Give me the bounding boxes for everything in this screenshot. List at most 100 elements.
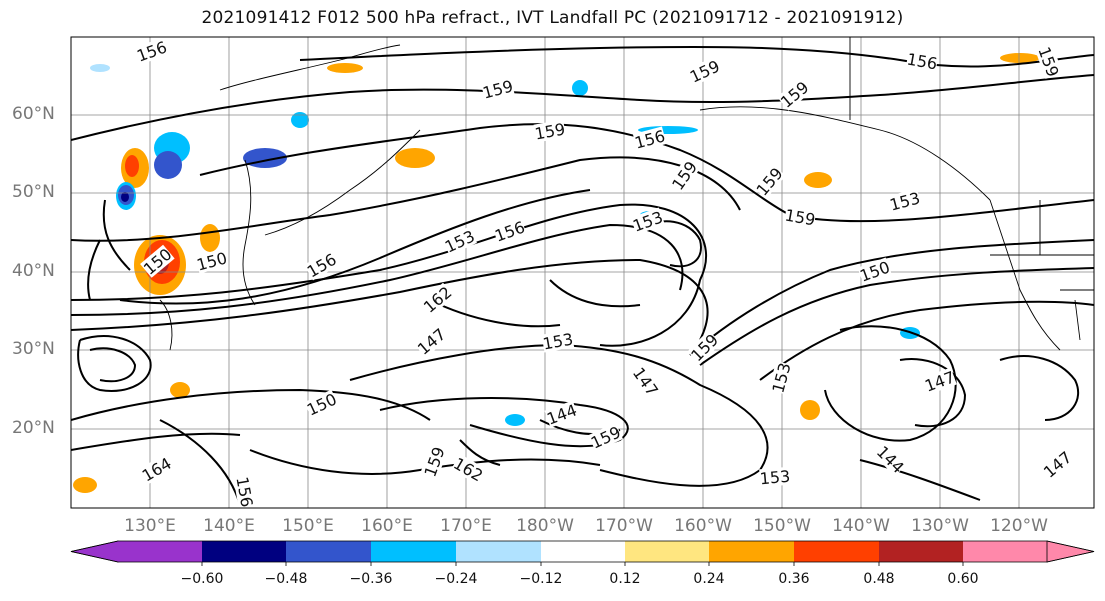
- contour-label-background: [759, 466, 791, 488]
- contour-line: [824, 325, 957, 442]
- contour-line: [71, 388, 431, 421]
- contour-line: [119, 189, 591, 305]
- shade-patch: [395, 148, 435, 168]
- contour-label-background: [420, 282, 455, 316]
- contour-label-background: [492, 217, 527, 245]
- colorbar-tick-label: 0.36: [778, 571, 810, 587]
- colorbar-arrow-left: [70, 540, 119, 563]
- colorbar-segment: [541, 541, 625, 562]
- contour-label-background: [668, 157, 701, 193]
- contour-label-background: [533, 119, 567, 143]
- contour-label: 153: [759, 467, 791, 489]
- colorbar-tick-label: 0.24: [693, 571, 725, 587]
- longitude-label: 160°E: [361, 516, 413, 536]
- coastline: [264, 129, 421, 236]
- colorbar-segment: [625, 541, 709, 562]
- contour-line: [102, 199, 131, 271]
- map-title: 2021091412 F012 500 hPa refract., IVT La…: [201, 8, 904, 28]
- shade-patch: [505, 414, 525, 426]
- coastline-layer: [159, 37, 1094, 351]
- colorbar-tick-label: −0.12: [519, 571, 563, 587]
- longitude-label: 130°W: [911, 516, 969, 536]
- shade-patch: [170, 382, 190, 398]
- longitude-label: 140°E: [203, 516, 255, 536]
- contour-line: [999, 355, 1080, 421]
- contour-label-background: [629, 363, 662, 399]
- colorbar-tick-label: 0.60: [947, 571, 979, 587]
- shade-patch: [291, 112, 309, 128]
- contour-line: [71, 432, 241, 451]
- latitude-label: 60°N: [12, 104, 55, 124]
- contour-label-background: [887, 188, 922, 214]
- colorbar-tick-label: 0.12: [609, 571, 641, 587]
- contour-line: [71, 223, 684, 316]
- colorbar-segment: [963, 541, 1048, 562]
- contour-line: [71, 74, 1094, 141]
- contour-line: [899, 358, 967, 428]
- contour-label-background: [632, 126, 667, 152]
- contour-label-background: [588, 422, 623, 452]
- colorbar-tick-label: −0.36: [349, 571, 393, 587]
- contour-label-background: [139, 453, 174, 485]
- contour-line: [71, 156, 741, 242]
- shade-patch: [90, 64, 110, 72]
- latitude-label: 30°N: [12, 339, 55, 359]
- shade-patch: [121, 192, 129, 202]
- colorbar-segment: [709, 541, 794, 562]
- contour-label-background: [451, 453, 486, 485]
- colorbar-segment: [794, 541, 879, 562]
- contour-line: [459, 439, 501, 466]
- longitude-label: 170°E: [440, 516, 492, 536]
- contour-label-background: [420, 444, 448, 479]
- contour-label-background: [134, 37, 169, 65]
- contour-label-background: [752, 164, 786, 199]
- colorbar-segment: [117, 541, 202, 562]
- latitude-label: 40°N: [12, 261, 55, 281]
- contour-label-background: [857, 257, 892, 285]
- colorbar-outline: [70, 540, 1095, 563]
- colorbar-arrow-right: [1046, 540, 1095, 563]
- contour-label-background: [1035, 44, 1063, 79]
- shade-patch: [804, 172, 832, 188]
- contour-line: [249, 449, 601, 475]
- shade-patch: [154, 151, 182, 179]
- longitude-label: 170°W: [595, 516, 653, 536]
- coastline: [242, 159, 256, 306]
- contour-line: [349, 343, 769, 487]
- contour-label-background: [304, 249, 339, 281]
- contour-line: [549, 279, 641, 308]
- contour-label-background: [541, 329, 575, 353]
- contour-line: [689, 239, 1094, 356]
- colorbar-segment: [371, 541, 456, 562]
- longitude-label: 120°W: [990, 516, 1048, 536]
- colorbar-segment: [879, 541, 963, 562]
- contour-line: [199, 123, 1094, 223]
- contour-label-background: [777, 77, 812, 111]
- longitude-label: 150°W: [753, 516, 811, 536]
- contour-label-background: [783, 205, 817, 229]
- contour-label-background: [768, 360, 794, 395]
- contour-line: [77, 335, 152, 392]
- contour-line: [429, 299, 561, 328]
- colorbar-tick-label: −0.24: [434, 571, 478, 587]
- contour-label-background: [304, 389, 339, 419]
- coastline: [159, 299, 173, 351]
- contour-line: [699, 267, 1094, 366]
- map-background: [71, 37, 1094, 508]
- contour-line: [71, 203, 707, 347]
- contour-label-background: [414, 324, 449, 358]
- longitude-label: 150°E: [282, 516, 334, 536]
- colorbar-tick-label: −0.60: [180, 571, 224, 587]
- contour-line: [859, 459, 981, 501]
- contour-label-background: [687, 56, 722, 86]
- shade-patch: [800, 400, 820, 420]
- contour-line: [71, 258, 709, 341]
- contour-label-background: [442, 226, 477, 256]
- contour-label-background: [233, 475, 257, 508]
- contour-label-background: [544, 400, 579, 428]
- shade-patch: [125, 155, 139, 177]
- colorbar-tick-label: 0.48: [863, 571, 895, 587]
- coastline: [989, 199, 1061, 351]
